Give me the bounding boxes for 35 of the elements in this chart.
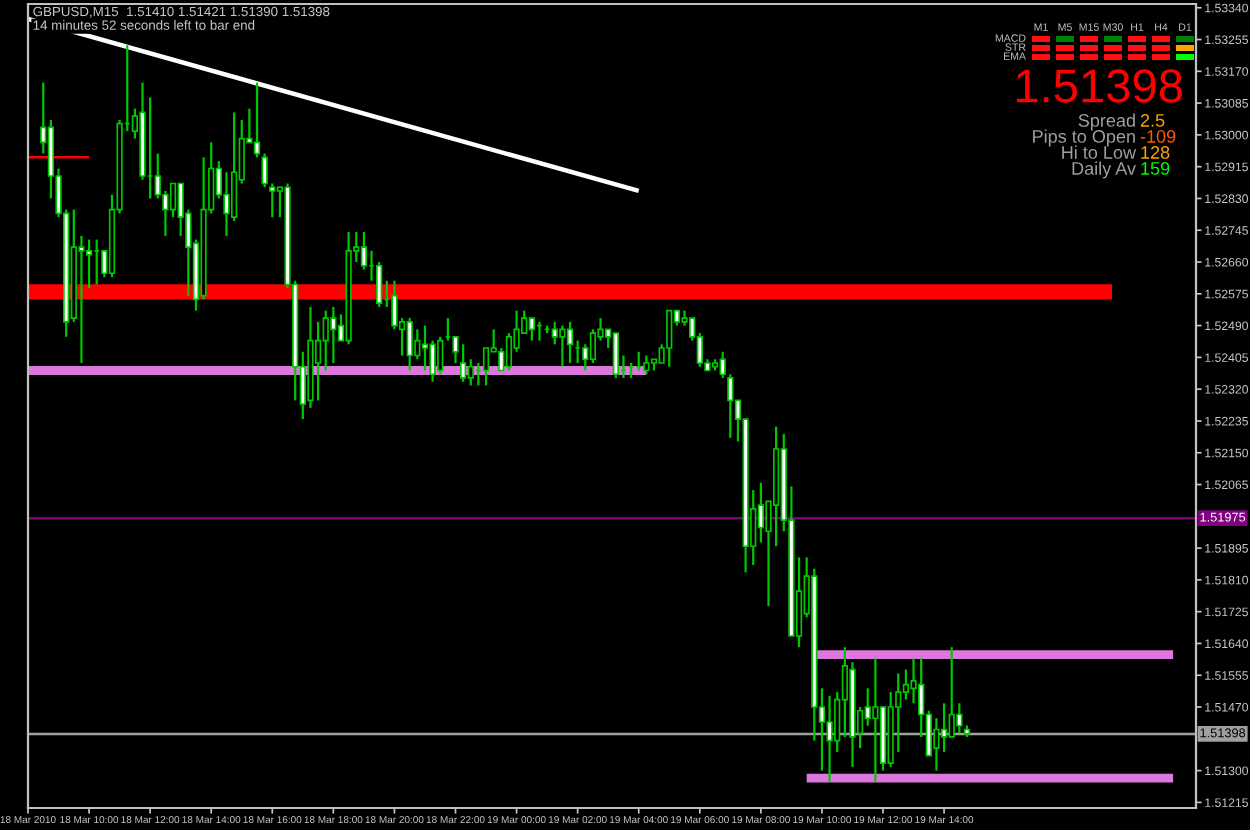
candlestick — [322, 309, 329, 372]
candlestick — [956, 702, 963, 735]
candlestick — [528, 317, 535, 342]
annotation: Spread — [1078, 113, 1135, 131]
candlestick — [460, 343, 467, 383]
candlestick — [559, 324, 566, 368]
candlestick — [467, 358, 474, 387]
candlestick — [406, 317, 413, 372]
candlestick — [948, 646, 955, 739]
annotation: 128 — [1141, 146, 1170, 159]
annotation: 2.5 — [1140, 114, 1165, 127]
candlestick — [864, 687, 871, 727]
candlestick — [566, 320, 574, 365]
candlestick — [612, 331, 619, 380]
annotation: 1.51398 — [1016, 69, 1182, 103]
candlestick — [643, 354, 650, 376]
candlestick — [757, 481, 764, 544]
candlestick — [421, 324, 429, 372]
annotation: Daily Av — [1072, 161, 1136, 179]
candlestick — [78, 234, 85, 365]
candlestick — [826, 694, 833, 783]
candlestick — [482, 346, 490, 387]
annotation: -109 — [1140, 130, 1176, 143]
candlestick — [330, 305, 337, 365]
candlestick — [414, 328, 421, 361]
candlestick — [314, 320, 322, 402]
candlestick — [551, 320, 558, 346]
candlestick — [253, 81, 261, 159]
candlestick — [872, 657, 879, 783]
candlestick — [666, 309, 673, 368]
candlestick — [437, 335, 444, 376]
annotation: Pips to Open — [1033, 129, 1135, 147]
candlestick — [940, 702, 948, 754]
annotation: Hi to Low — [1062, 145, 1137, 159]
annotation: 159 — [1141, 162, 1170, 175]
